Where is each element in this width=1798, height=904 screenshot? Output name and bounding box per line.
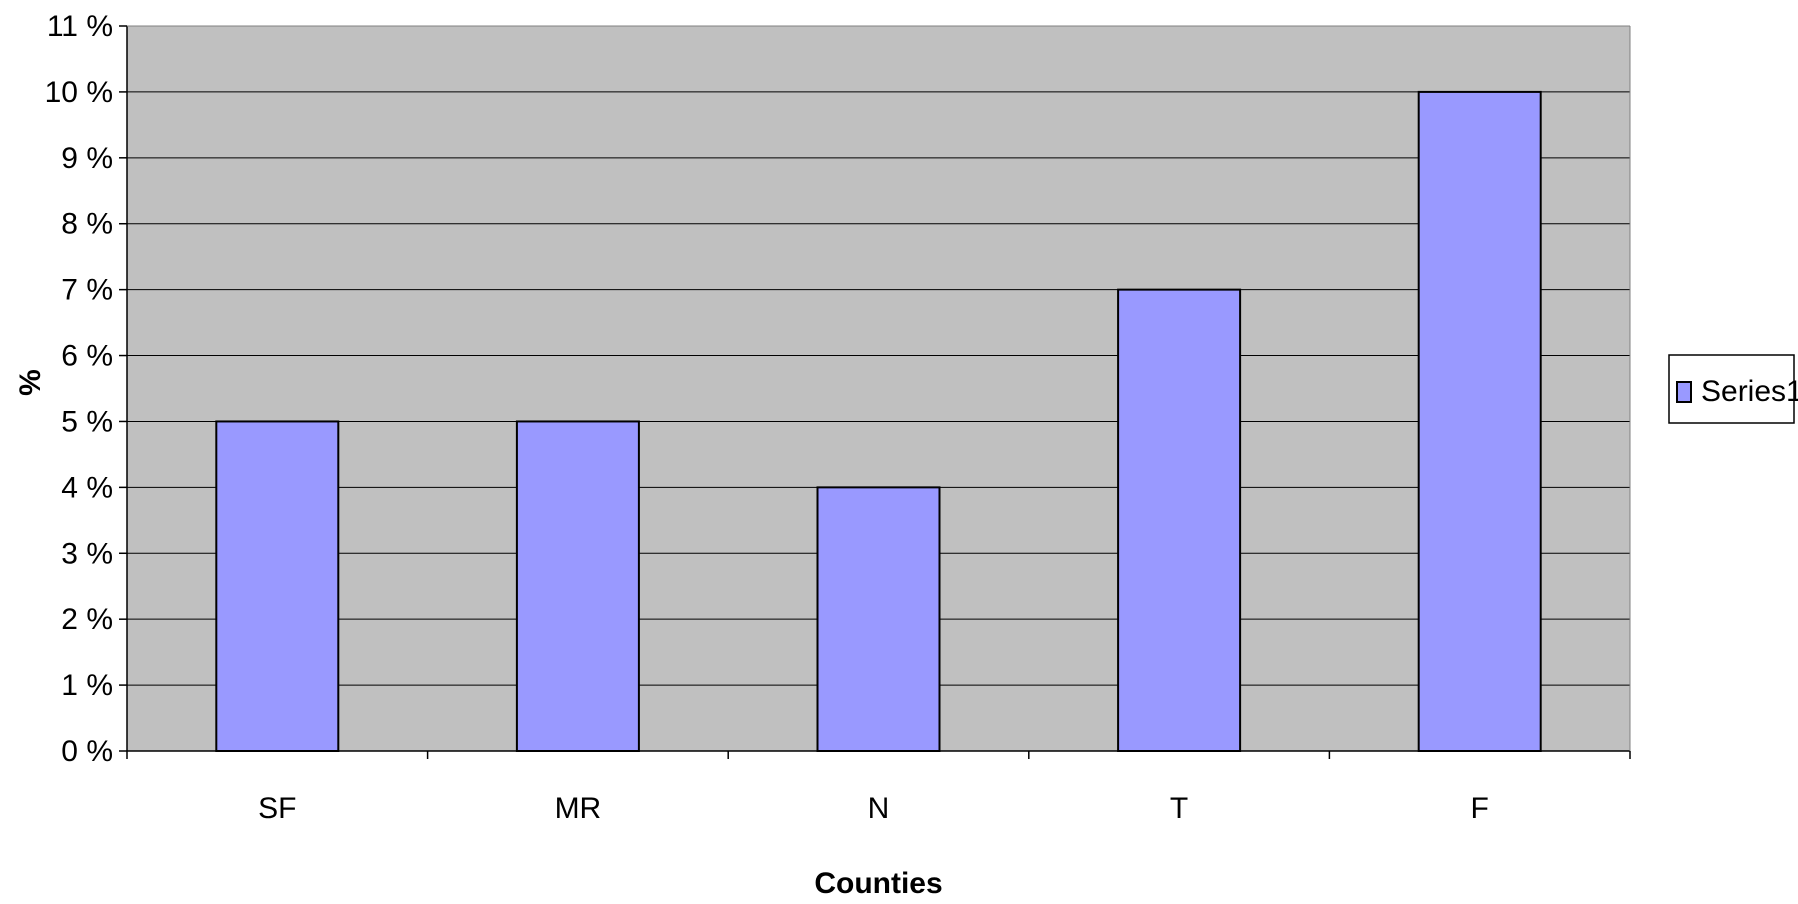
x-tick-label: SF <box>258 792 296 825</box>
y-axis-title: % <box>14 369 47 396</box>
bars <box>215 90 1542 752</box>
y-tick-label: 9 % <box>61 142 113 175</box>
y-tick-label: 1 % <box>61 669 113 702</box>
y-tick-label: 2 % <box>61 603 113 636</box>
y-axis-tick-labels: 0 % 1 % 2 % 3 % 4 % 5 % 6 % 7 % 8 % 9 % 10 % 11 % <box>45 10 113 768</box>
bar-t <box>1117 288 1242 752</box>
x-tick-label: N <box>868 792 890 825</box>
y-tick-label: 5 % <box>61 405 113 438</box>
y-tick-label: 8 % <box>61 208 113 241</box>
bar-n <box>816 486 941 752</box>
bar-sf <box>215 420 340 752</box>
y-tick-label: 0 % <box>61 735 113 768</box>
y-tick-label: 6 % <box>61 340 113 373</box>
y-tick-label: 4 % <box>61 471 113 504</box>
legend: Series1 <box>1668 354 1798 424</box>
bar-mr <box>515 420 640 752</box>
y-tick-label: 11 % <box>47 10 113 43</box>
legend-label: Series1 <box>1701 375 1798 408</box>
x-tick-label: T <box>1170 792 1188 825</box>
bar-f <box>1417 90 1542 752</box>
y-tick-label: 7 % <box>61 274 113 307</box>
x-axis-tick-labels: SF MR N T F <box>258 792 1489 825</box>
y-tick-label: 3 % <box>61 537 113 570</box>
x-axis-title: Counties <box>814 867 942 899</box>
x-tick-label: F <box>1471 792 1489 825</box>
y-tick-label: 10 % <box>45 76 113 109</box>
axes <box>126 25 1631 759</box>
x-tick-label: MR <box>555 792 602 825</box>
legend-swatch <box>1676 381 1692 403</box>
